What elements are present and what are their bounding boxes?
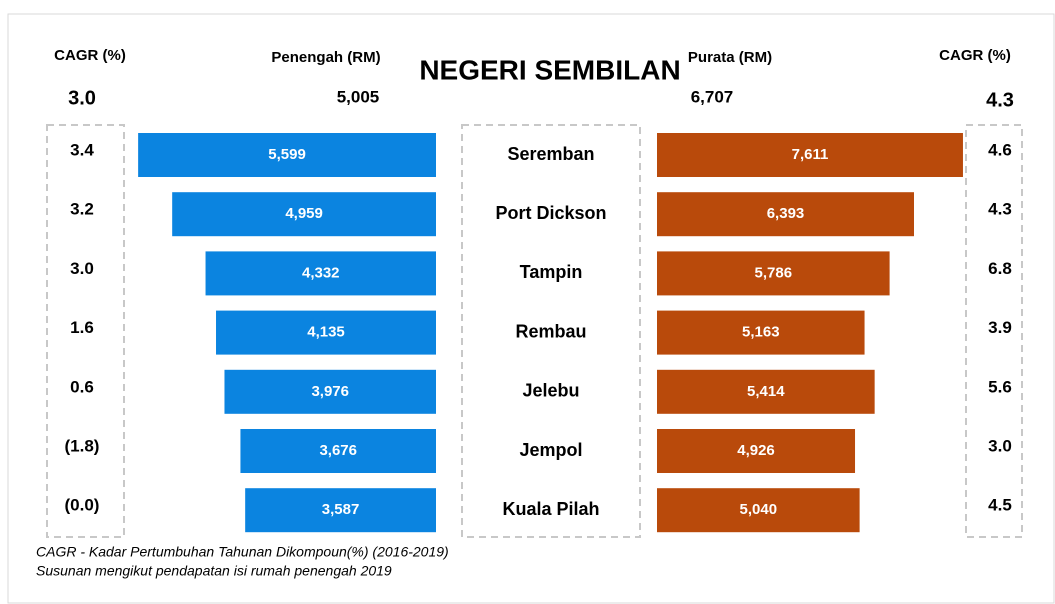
data-label: 4,135 bbox=[307, 324, 345, 341]
bar bbox=[657, 192, 914, 237]
cagr-label: 6.8 bbox=[988, 259, 1012, 278]
right-box bbox=[965, 124, 1023, 538]
total-cagr: 3.0 bbox=[68, 87, 96, 109]
note: Susunan mengikut pendapatan isi rumah pe… bbox=[36, 563, 392, 579]
total-cagr: 4.3 bbox=[986, 89, 1014, 111]
header: Penengah (RM) bbox=[271, 49, 380, 66]
category-label: Jelebu bbox=[522, 381, 579, 401]
cagr-label: 3.9 bbox=[988, 318, 1012, 337]
total-value: 5,005 bbox=[337, 87, 380, 106]
cagr-label: (1.8) bbox=[65, 436, 100, 455]
bar bbox=[657, 429, 856, 473]
header: CAGR (%) bbox=[54, 47, 126, 64]
category-label: Rembau bbox=[515, 321, 586, 341]
bar bbox=[657, 133, 963, 177]
cagr-label: 3.0 bbox=[988, 436, 1012, 455]
frame bbox=[7, 13, 1055, 604]
note: CAGR - Kadar Pertumbuhan Tahunan Dikompo… bbox=[36, 544, 449, 560]
data-label: 5,163 bbox=[742, 324, 780, 341]
cagr-label: 3.4 bbox=[70, 140, 94, 159]
left-box bbox=[46, 124, 125, 538]
total-value: 6,707 bbox=[691, 87, 734, 106]
chart-title: NEGERI SEMBILAN bbox=[419, 54, 680, 85]
data-label: 3,976 bbox=[311, 383, 349, 400]
cagr-label: 5.6 bbox=[988, 377, 1012, 396]
bar bbox=[205, 251, 436, 296]
category-label: Jempol bbox=[519, 440, 582, 460]
cagr-label: 3.2 bbox=[70, 200, 94, 219]
cagr-label: (0.0) bbox=[65, 496, 100, 515]
data-label: 5,040 bbox=[740, 501, 778, 518]
cagr-label: 1.6 bbox=[70, 318, 94, 337]
data-label: 3,587 bbox=[322, 501, 360, 518]
center-box bbox=[461, 124, 641, 538]
data-label: 3,676 bbox=[319, 442, 357, 459]
bar bbox=[657, 488, 860, 533]
bar bbox=[657, 251, 890, 296]
cagr-label: 4.6 bbox=[988, 140, 1012, 159]
bar bbox=[245, 488, 436, 533]
bar bbox=[172, 192, 436, 237]
data-label: 5,786 bbox=[755, 264, 793, 281]
bar bbox=[224, 369, 436, 414]
category-label: Kuala Pilah bbox=[502, 499, 599, 519]
cagr-label: 4.3 bbox=[988, 200, 1012, 219]
header: Purata (RM) bbox=[688, 49, 772, 66]
bar bbox=[240, 429, 436, 473]
category-label: Seremban bbox=[507, 144, 594, 164]
data-label: 4,959 bbox=[285, 205, 323, 222]
data-label: 7,611 bbox=[792, 146, 829, 163]
bar bbox=[138, 133, 437, 177]
data-label: 6,393 bbox=[767, 205, 805, 222]
bar bbox=[657, 369, 875, 414]
cagr-label: 3.0 bbox=[70, 259, 94, 278]
bar bbox=[657, 310, 865, 355]
header: CAGR (%) bbox=[939, 47, 1011, 64]
data-label: 5,599 bbox=[268, 146, 306, 163]
data-label: 5,414 bbox=[747, 383, 785, 400]
data-label: 4,926 bbox=[737, 442, 775, 459]
data-label: 4,332 bbox=[302, 264, 340, 281]
cagr-label: 0.6 bbox=[70, 377, 94, 396]
category-label: Port Dickson bbox=[495, 203, 606, 223]
bar bbox=[216, 310, 436, 355]
cagr-label: 4.5 bbox=[988, 496, 1012, 515]
category-label: Tampin bbox=[520, 262, 583, 282]
